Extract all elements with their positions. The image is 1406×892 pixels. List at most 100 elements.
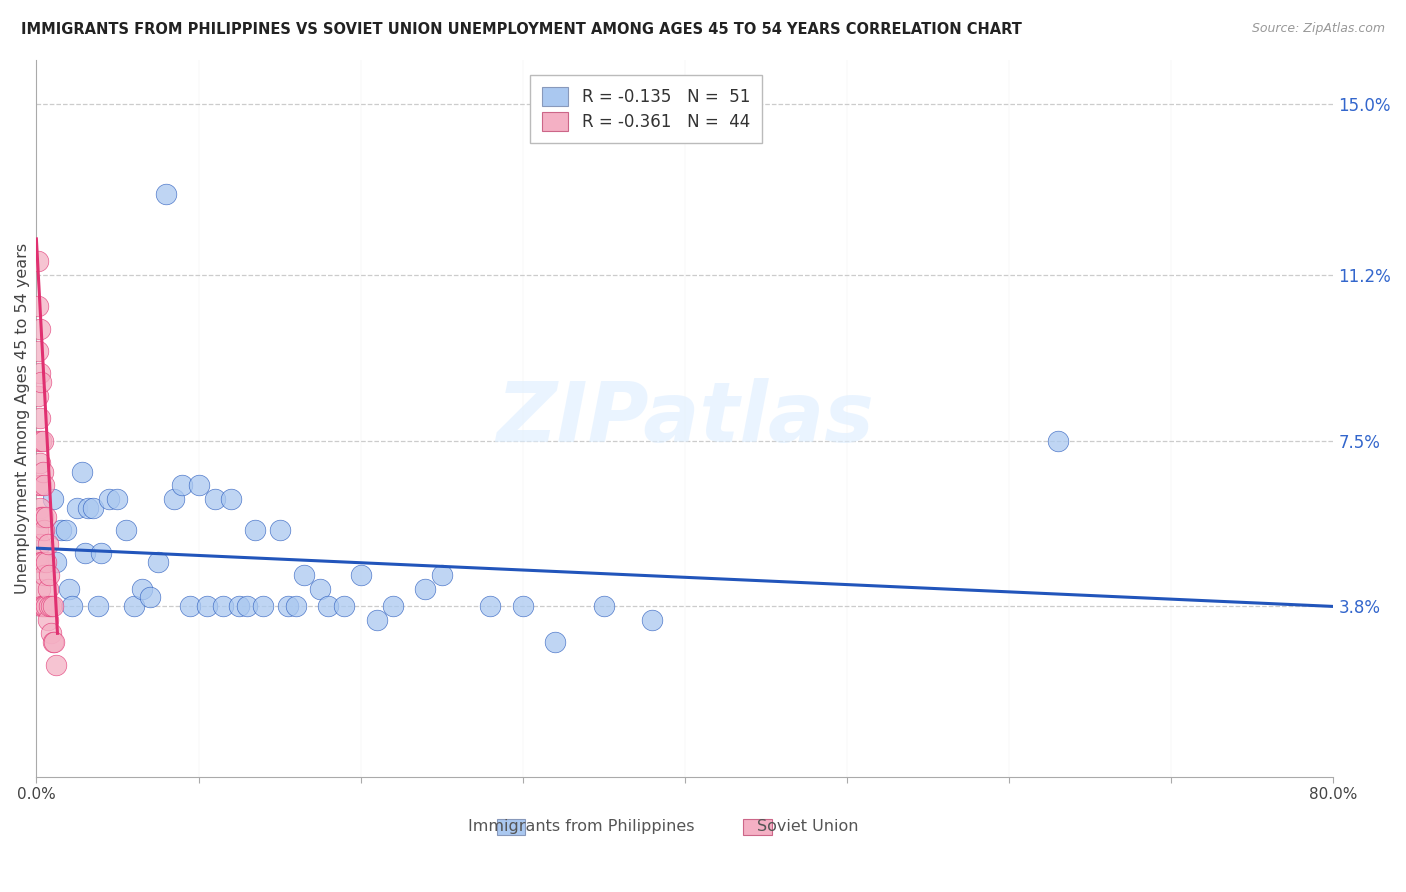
Point bbox=[309, 582, 332, 596]
Point bbox=[641, 613, 664, 627]
Point bbox=[187, 478, 209, 492]
Point bbox=[55, 523, 77, 537]
Text: ZIPatlas: ZIPatlas bbox=[496, 377, 873, 458]
Point bbox=[349, 568, 371, 582]
Point bbox=[82, 500, 104, 515]
Point bbox=[333, 599, 356, 614]
Point bbox=[592, 599, 614, 614]
Point bbox=[45, 555, 67, 569]
Point bbox=[28, 367, 51, 381]
Point bbox=[35, 599, 58, 614]
Point bbox=[1046, 434, 1069, 448]
Point bbox=[28, 537, 51, 551]
Point bbox=[236, 599, 259, 614]
Point bbox=[172, 478, 194, 492]
Point bbox=[45, 657, 67, 672]
Point bbox=[37, 537, 59, 551]
Point bbox=[98, 491, 121, 506]
Point bbox=[292, 568, 315, 582]
Point bbox=[27, 478, 49, 492]
Point bbox=[70, 465, 93, 479]
Point bbox=[28, 582, 51, 596]
Point bbox=[415, 582, 437, 596]
Point bbox=[28, 500, 51, 515]
Point bbox=[37, 582, 59, 596]
Point bbox=[87, 599, 110, 614]
Point bbox=[38, 599, 60, 614]
Point bbox=[211, 599, 233, 614]
Point bbox=[30, 509, 52, 524]
Point bbox=[204, 491, 226, 506]
Point bbox=[430, 568, 453, 582]
Point bbox=[27, 299, 49, 313]
Point bbox=[90, 546, 112, 560]
Point bbox=[41, 491, 63, 506]
Text: Soviet Union: Soviet Union bbox=[758, 820, 859, 835]
Point bbox=[31, 465, 53, 479]
Point bbox=[179, 599, 201, 614]
Point bbox=[252, 599, 274, 614]
Text: Source: ZipAtlas.com: Source: ZipAtlas.com bbox=[1251, 22, 1385, 36]
Point bbox=[30, 599, 52, 614]
Point bbox=[35, 555, 58, 569]
Point bbox=[27, 555, 49, 569]
Text: Immigrants from Philippines: Immigrants from Philippines bbox=[468, 820, 695, 835]
Point bbox=[35, 509, 58, 524]
Point bbox=[245, 523, 267, 537]
Point bbox=[316, 599, 339, 614]
Point bbox=[269, 523, 291, 537]
Bar bbox=[744, 819, 772, 835]
Y-axis label: Unemployment Among Ages 45 to 54 years: Unemployment Among Ages 45 to 54 years bbox=[15, 243, 30, 594]
Point bbox=[49, 523, 72, 537]
Point bbox=[73, 546, 96, 560]
Point bbox=[27, 389, 49, 403]
Point bbox=[27, 254, 49, 268]
Point bbox=[146, 555, 169, 569]
Point bbox=[34, 568, 56, 582]
Point bbox=[512, 599, 534, 614]
Legend: R = -0.135   N =  51, R = -0.361   N =  44: R = -0.135 N = 51, R = -0.361 N = 44 bbox=[530, 75, 762, 143]
Point bbox=[39, 599, 62, 614]
Point bbox=[28, 321, 51, 335]
Point bbox=[39, 626, 62, 640]
Point bbox=[195, 599, 218, 614]
Point bbox=[34, 599, 56, 614]
Point bbox=[277, 599, 299, 614]
Point bbox=[479, 599, 502, 614]
Point bbox=[31, 555, 53, 569]
Point bbox=[30, 434, 52, 448]
Point bbox=[34, 523, 56, 537]
Point bbox=[38, 568, 60, 582]
Point bbox=[114, 523, 136, 537]
Point bbox=[31, 599, 53, 614]
Point bbox=[228, 599, 250, 614]
Point bbox=[27, 343, 49, 358]
Point bbox=[31, 509, 53, 524]
Point bbox=[27, 523, 49, 537]
Point bbox=[31, 434, 53, 448]
Point bbox=[382, 599, 405, 614]
Point bbox=[27, 434, 49, 448]
Point bbox=[77, 500, 100, 515]
Point bbox=[163, 491, 186, 506]
Point bbox=[155, 187, 177, 202]
Point bbox=[139, 591, 162, 605]
Point bbox=[366, 613, 388, 627]
Point bbox=[60, 599, 83, 614]
Point bbox=[122, 599, 145, 614]
Point bbox=[284, 599, 307, 614]
Point bbox=[58, 582, 80, 596]
Point bbox=[28, 456, 51, 470]
Point bbox=[30, 478, 52, 492]
Point bbox=[30, 555, 52, 569]
Point bbox=[131, 582, 153, 596]
Point bbox=[41, 635, 63, 649]
Point bbox=[107, 491, 129, 506]
Point bbox=[37, 613, 59, 627]
Point bbox=[28, 411, 51, 425]
Text: IMMIGRANTS FROM PHILIPPINES VS SOVIET UNION UNEMPLOYMENT AMONG AGES 45 TO 54 YEA: IMMIGRANTS FROM PHILIPPINES VS SOVIET UN… bbox=[21, 22, 1022, 37]
Point bbox=[41, 599, 63, 614]
Point bbox=[44, 635, 66, 649]
Point bbox=[34, 478, 56, 492]
Point bbox=[544, 635, 567, 649]
